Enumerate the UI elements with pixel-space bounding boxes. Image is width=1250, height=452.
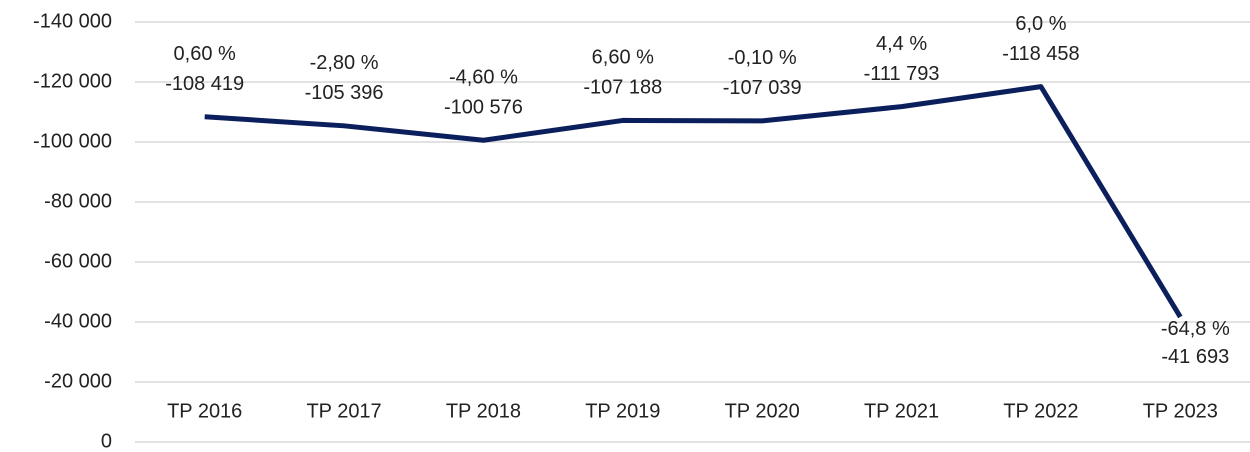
y-tick-label: -60 000 [44, 250, 112, 272]
data-label: -111 793 [864, 63, 940, 85]
data-label: -105 396 [305, 82, 384, 104]
data-label: -108 419 [165, 73, 244, 95]
change-label: -64,8 % [1161, 318, 1230, 340]
data-label: -41 693 [1161, 346, 1229, 368]
y-tick-label: -80 000 [44, 190, 112, 212]
x-tick-label: TP 2019 [585, 400, 660, 422]
x-tick-label: TP 2018 [446, 400, 521, 422]
change-label: 6,60 % [592, 47, 654, 69]
data-label: -107 188 [583, 77, 662, 99]
x-tick-label: TP 2021 [864, 400, 939, 422]
x-tick-label: TP 2017 [306, 400, 381, 422]
x-tick-label: TP 2023 [1143, 400, 1218, 422]
data-label: -107 039 [723, 77, 802, 99]
change-label: -4,60 % [449, 67, 518, 89]
change-label: -2,80 % [310, 52, 379, 74]
data-label: -118 458 [1002, 43, 1079, 65]
y-tick-label: -20 000 [44, 370, 112, 392]
y-tick-label: 0 [101, 430, 112, 452]
y-tick-label: -40 000 [44, 310, 112, 332]
change-label: -0,10 % [728, 47, 797, 69]
y-tick-label: -120 000 [33, 70, 112, 92]
x-tick-label: TP 2016 [167, 400, 242, 422]
x-tick-label: TP 2020 [725, 400, 800, 422]
data-label: -100 576 [444, 97, 523, 119]
x-tick-label: TP 2022 [1003, 400, 1078, 422]
y-tick-label: -100 000 [33, 130, 112, 152]
y-tick-label: -140 000 [33, 10, 112, 32]
change-label: 4,4 % [876, 33, 927, 55]
change-label: 0,60 % [174, 43, 236, 65]
change-label: 6,0 % [1015, 13, 1066, 35]
data-line [204, 84, 1183, 319]
